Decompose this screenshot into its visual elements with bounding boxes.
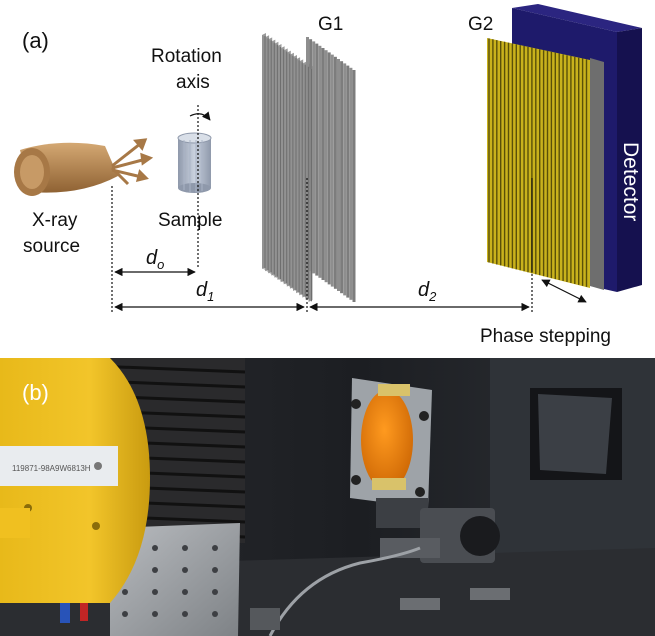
distance-markers	[111, 178, 587, 312]
rotation-stage	[380, 508, 500, 563]
mounting-plate	[110, 523, 240, 636]
d-1-label: d1	[196, 279, 214, 304]
g2-grating	[487, 38, 590, 288]
xray-source	[14, 138, 154, 196]
rotation-arrow-icon	[189, 111, 211, 121]
xray-tube-housing: 119871-98A9W6813H	[0, 358, 150, 603]
xray-source-label-1: X-ray	[32, 210, 78, 231]
g2-label: G2	[468, 14, 493, 35]
panel-b-label: (b)	[22, 380, 49, 405]
rotation-axis-label-1: Rotation	[151, 46, 222, 67]
g1-label: G1	[318, 14, 343, 35]
phase-stepping-label: Phase stepping	[480, 326, 611, 347]
serial-label: 119871-98A9W6813H	[12, 464, 91, 473]
detector-label: Detector	[619, 142, 642, 221]
sample-cylinder	[177, 132, 212, 193]
sample-label: Sample	[158, 210, 222, 231]
setup-photo: 119871-98A9W6813H (b)	[0, 358, 655, 636]
grating-holder	[350, 378, 432, 528]
d-o-label: do	[146, 247, 164, 272]
panel-a-label: (a)	[22, 28, 49, 53]
g2-back-plate	[590, 58, 604, 290]
g1-grating	[262, 33, 356, 302]
d-2-label: d2	[418, 279, 437, 304]
rotation-axis-label-2: axis	[176, 72, 210, 93]
setup-schematic: (a) X-ray source Rotation axis Sample	[14, 4, 642, 347]
xray-source-label-2: source	[23, 236, 80, 257]
